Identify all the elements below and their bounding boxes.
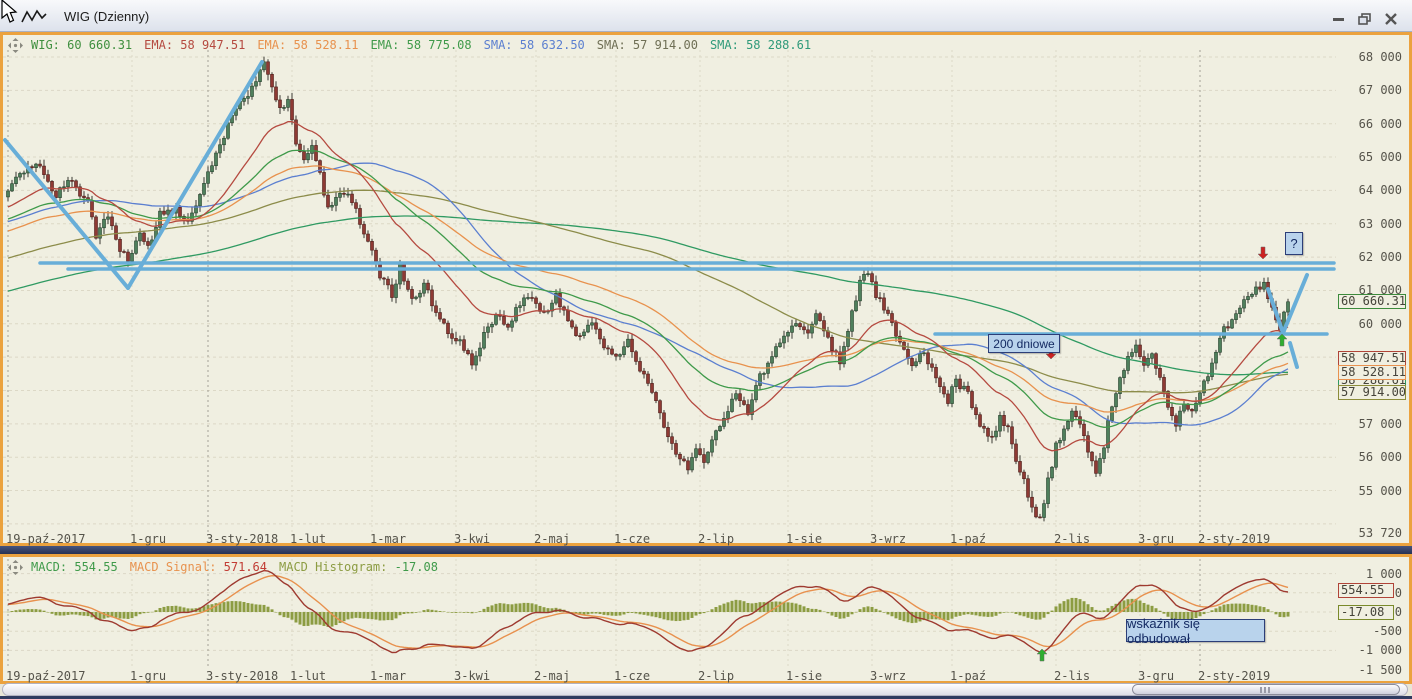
indicator-reading: SMA: 58 632.50 bbox=[483, 38, 585, 52]
indicator-reading: SMA: 57 914.00 bbox=[596, 38, 698, 52]
annotation-macd-recovered[interactable]: wskaźnik się odbudował bbox=[1126, 616, 1265, 646]
trendline[interactable] bbox=[1281, 273, 1309, 335]
close-button[interactable] bbox=[1382, 11, 1400, 25]
ma-line-sma200 bbox=[7, 215, 1289, 376]
up-arrow-marker[interactable] bbox=[1036, 648, 1048, 662]
indicator-reading: EMA: 58 528.11 bbox=[257, 38, 359, 52]
restore-button[interactable] bbox=[1356, 11, 1374, 25]
ma-line-ema75 bbox=[7, 165, 1289, 413]
horizontal-scrollbar-track[interactable] bbox=[2, 683, 1408, 696]
down-arrow-marker[interactable] bbox=[1257, 246, 1269, 260]
trendline[interactable] bbox=[126, 60, 264, 290]
ma-line-ema25 bbox=[7, 120, 1289, 452]
indicator-reading: SMA: 58 288.61 bbox=[709, 38, 812, 52]
indicator-reading: EMA: 58 775.08 bbox=[370, 38, 472, 52]
chart-app-icon bbox=[21, 9, 47, 23]
main-chart-panel bbox=[0, 32, 1412, 546]
main-indicator-row: WIG: 60 660.31 EMA: 58 947.51 EMA: 58 528.… bbox=[8, 37, 823, 53]
ma-line-sma130 bbox=[7, 189, 1289, 394]
annotation-question-mark[interactable]: ? bbox=[1285, 232, 1303, 255]
pane-grip-icon[interactable] bbox=[8, 37, 23, 53]
mouse-cursor bbox=[1, 0, 18, 23]
annotation-200-day[interactable]: 200 dniowe bbox=[988, 334, 1060, 353]
window-bottom-edge bbox=[0, 696, 1412, 699]
minimize-button[interactable] bbox=[1330, 11, 1348, 25]
trendline[interactable] bbox=[1288, 341, 1299, 369]
title-bar[interactable]: WIG (Dzienny) bbox=[0, 0, 1412, 32]
trendline[interactable] bbox=[1266, 287, 1285, 335]
macd-plot-area[interactable] bbox=[3, 559, 1336, 670]
macd-indicator-row: MACD: 554.55 MACD Signal: 571.64 MACD Hist… bbox=[8, 559, 450, 575]
candlestick-series bbox=[6, 56, 1290, 522]
macd-histogram bbox=[6, 597, 1290, 627]
main-plot-area[interactable] bbox=[3, 50, 1336, 533]
indicator-reading: WIG: 60 660.31 bbox=[31, 38, 133, 52]
window-title: WIG (Dzienny) bbox=[64, 9, 150, 24]
indicator-reading: MACD: 554.55 bbox=[31, 560, 118, 574]
macd-line bbox=[7, 569, 1289, 654]
indicator-reading: MACD Signal: 571.64 bbox=[129, 560, 267, 574]
horizontal-scrollbar-thumb[interactable] bbox=[1132, 684, 1400, 695]
ma-line-sma55 bbox=[7, 162, 1289, 426]
up-arrow-marker[interactable] bbox=[1276, 333, 1288, 347]
trendline[interactable] bbox=[3, 138, 130, 290]
ma-line-ema50 bbox=[7, 149, 1289, 428]
indicator-reading: MACD Histogram: -17.08 bbox=[279, 560, 438, 574]
panel-splitter[interactable] bbox=[0, 546, 1412, 554]
pane-grip-icon[interactable] bbox=[8, 559, 23, 575]
indicator-reading: EMA: 58 947.51 bbox=[144, 38, 246, 52]
macd-signal-line bbox=[7, 574, 1289, 649]
